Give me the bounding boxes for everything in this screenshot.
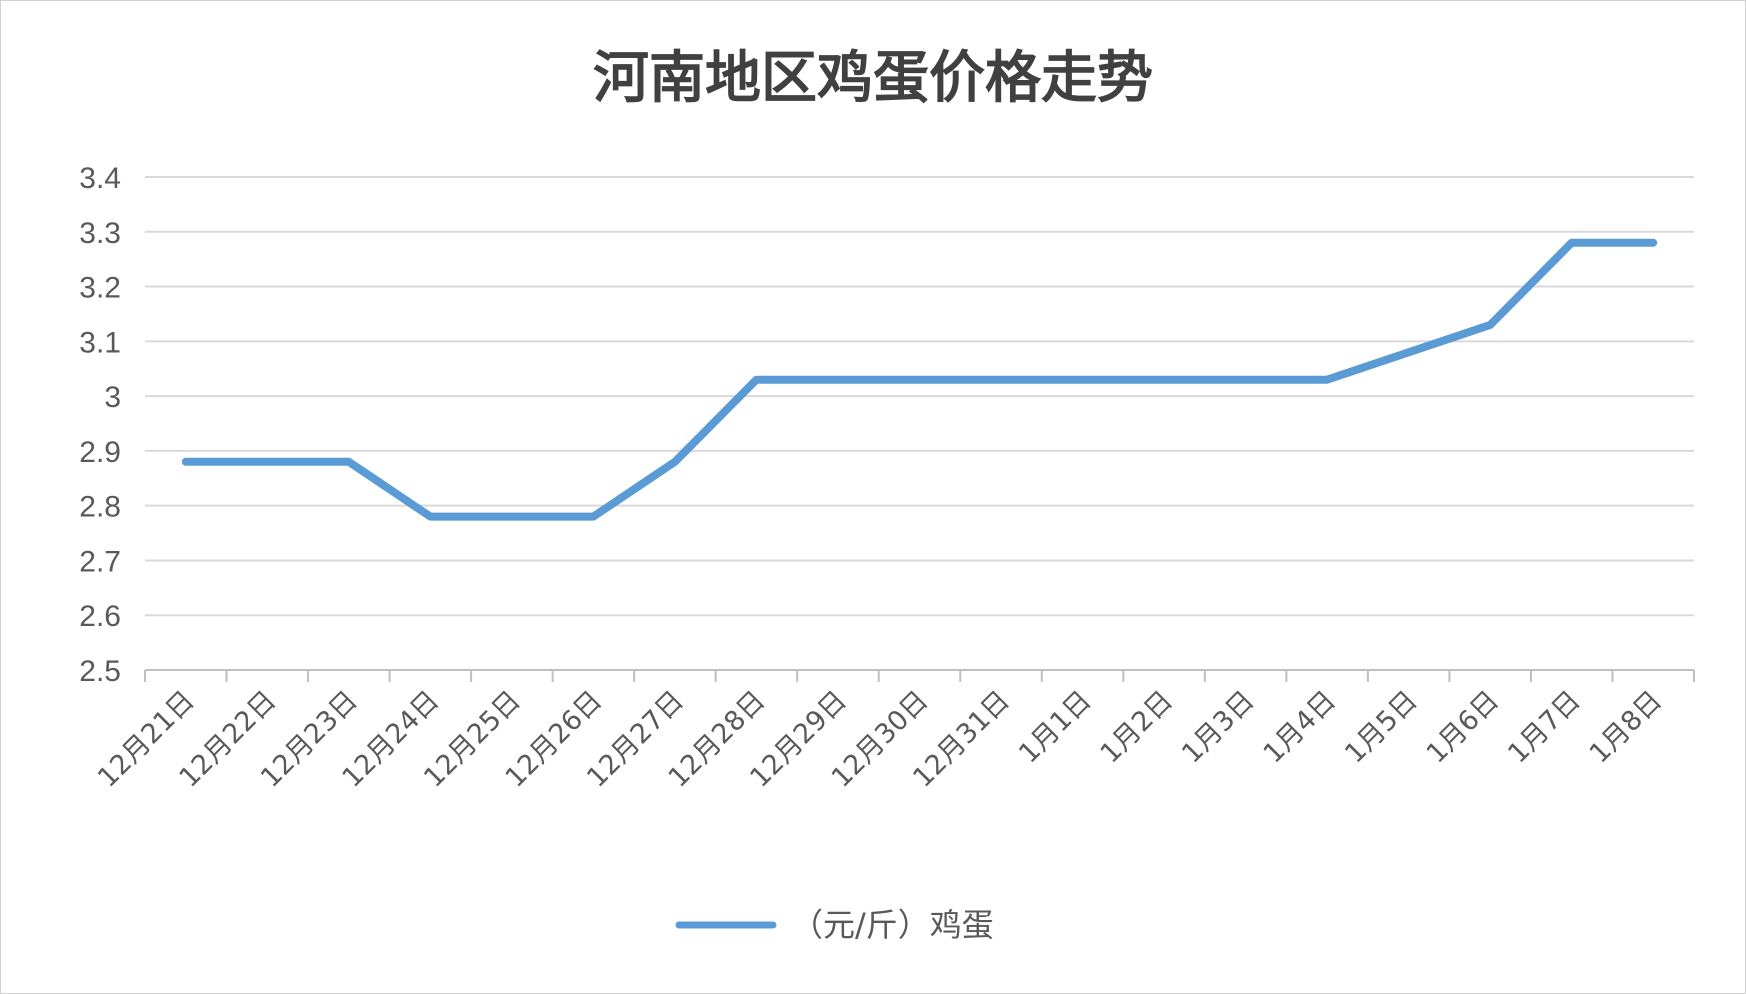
y-tick-label: 2.5 [79,655,121,688]
legend-label: （元/斤）鸡蛋 [791,906,994,944]
x-tick-label: 1月3日 [1176,685,1260,769]
data-point [266,461,268,463]
y-axis-ticks: 2.5 2.6 2.7 2.8 2.9 3 3.1 3.2 3.3 3.4 [79,162,121,688]
y-tick-label: 3.1 [79,326,121,359]
x-tick-label: 1月4日 [1258,685,1342,769]
x-tick-label: 1月5日 [1339,685,1423,769]
data-point [348,461,350,463]
data-point [185,461,187,463]
data-point [429,516,431,518]
y-tick-label: 3.4 [79,162,121,195]
x-tick-label: 1月2日 [1095,685,1179,769]
y-tick-label: 2.6 [79,600,121,633]
legend: （元/斤）鸡蛋 [675,906,994,944]
x-axis-ticks: 12月21日12月22日12月23日12月24日12月25日12月26日12月2… [92,685,1668,794]
x-tick-label: 1月8日 [1584,685,1668,769]
data-point [1571,242,1573,244]
data-point [1245,379,1247,381]
y-tick-label: 2.8 [79,491,121,524]
data-point [1408,351,1410,353]
y-tick-label: 2.7 [79,545,121,578]
x-tick-label: 1月1日 [1013,685,1097,769]
data-point [1163,379,1165,381]
data-point [1082,379,1084,381]
data-point [837,379,839,381]
data-point [511,516,513,518]
data-point [1000,379,1002,381]
data-point [674,461,676,463]
x-axis [144,669,1695,682]
series-layer [181,238,1658,521]
data-point [1326,379,1328,381]
data-point [592,516,594,518]
x-tick-label: 1月6日 [1421,685,1505,769]
x-tick-label: 1月7日 [1502,685,1586,769]
y-tick-label: 3.3 [79,217,121,250]
y-tick-label: 2.9 [79,436,121,469]
data-point [1489,324,1491,326]
chart-title: 河南地区鸡蛋价格走势 [593,46,1153,111]
data-point [919,379,920,381]
y-tick-label: 3 [104,381,121,414]
grid-lines [145,176,1694,617]
y-tick-label: 3.2 [79,272,121,305]
data-point [755,379,757,381]
data-point [1652,242,1654,244]
